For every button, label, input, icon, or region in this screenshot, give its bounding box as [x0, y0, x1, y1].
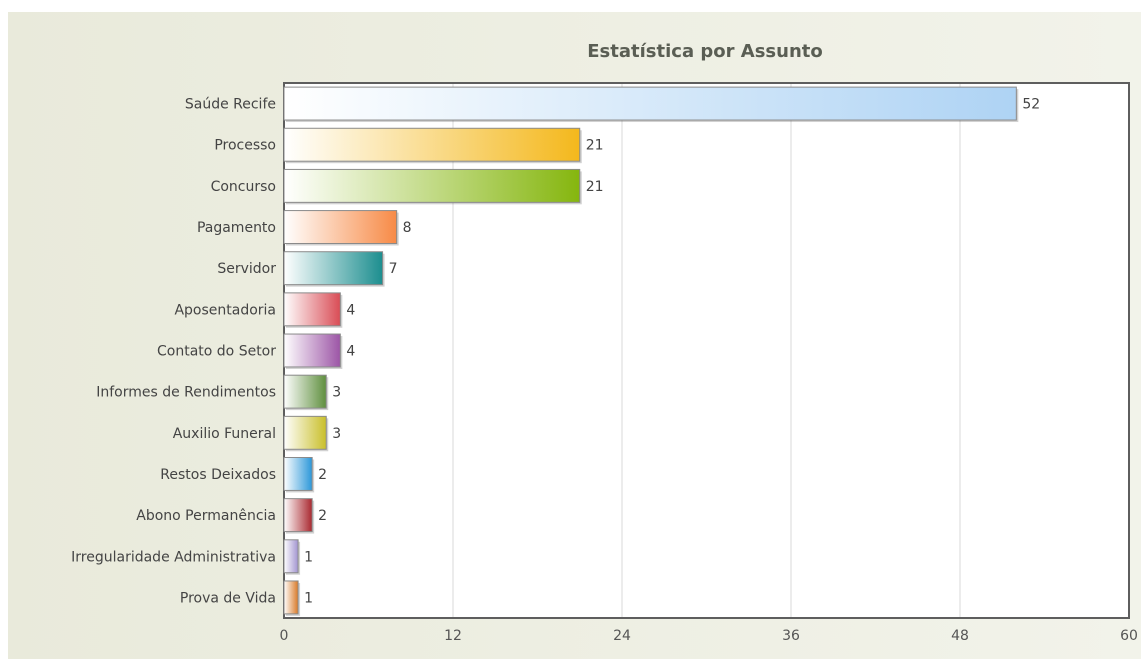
- category-labels: Saúde Recife Processo Concurso Pagamento Ser…: [71, 97, 276, 607]
- bar[interactable]: [283, 457, 313, 491]
- category-label: Informes de Rendimentos: [96, 385, 276, 401]
- category-label: Servidor: [217, 261, 276, 277]
- x-axis-ticks: 0 12 24 36 48 60: [280, 628, 1138, 644]
- bar[interactable]: [283, 168, 581, 203]
- bar[interactable]: [283, 86, 1017, 121]
- bar[interactable]: [283, 251, 384, 286]
- category-label: Irregularidade Administrativa: [71, 549, 276, 565]
- x-tick-label: 36: [782, 628, 800, 644]
- value-label: 21: [586, 179, 604, 195]
- category-label: Restos Deixados: [160, 467, 276, 483]
- bar[interactable]: [283, 292, 341, 327]
- category-label: Concurso: [211, 179, 276, 195]
- bar[interactable]: [283, 415, 327, 450]
- category-label: Saúde Recife: [185, 97, 276, 113]
- plot-background: [284, 83, 1129, 618]
- category-label: Pagamento: [197, 220, 276, 236]
- bar[interactable]: [283, 498, 313, 533]
- bar[interactable]: [283, 127, 581, 162]
- bar[interactable]: [283, 333, 341, 368]
- bar[interactable]: [283, 580, 299, 615]
- value-label: 4: [346, 344, 355, 360]
- bar[interactable]: [283, 374, 327, 409]
- x-tick-label: 12: [444, 628, 462, 644]
- value-label: 1: [304, 590, 313, 606]
- category-label: Prova de Vida: [180, 590, 276, 606]
- value-label: 2: [318, 467, 327, 483]
- x-tick-label: 0: [280, 628, 289, 644]
- value-label: 3: [332, 426, 341, 442]
- value-label: 8: [403, 220, 412, 236]
- category-label: Processo: [214, 138, 276, 154]
- category-label: Abono Permanência: [136, 508, 276, 524]
- category-label: Auxilio Funeral: [173, 426, 276, 442]
- chart-container: Estatística por Assunto Saúde Recife Proc…: [8, 12, 1141, 659]
- bar-chart: Estatística por Assunto Saúde Recife Proc…: [71, 41, 1138, 644]
- value-label: 52: [1022, 97, 1040, 113]
- value-label: 7: [389, 261, 398, 277]
- value-label: 1: [304, 549, 313, 565]
- value-label: 2: [318, 508, 327, 524]
- grid-lines: [284, 83, 1129, 618]
- chart-title: Estatística por Assunto: [587, 41, 822, 62]
- value-label: 4: [346, 302, 355, 318]
- value-label: 3: [332, 385, 341, 401]
- bars: [283, 86, 1019, 616]
- bar[interactable]: [283, 539, 299, 574]
- x-tick-label: 48: [951, 628, 969, 644]
- x-tick-label: 60: [1120, 628, 1138, 644]
- category-label: Aposentadoria: [174, 302, 276, 318]
- bar[interactable]: [283, 210, 398, 244]
- category-label: Contato do Setor: [157, 344, 276, 360]
- value-label: 21: [586, 138, 604, 154]
- x-tick-label: 24: [613, 628, 631, 644]
